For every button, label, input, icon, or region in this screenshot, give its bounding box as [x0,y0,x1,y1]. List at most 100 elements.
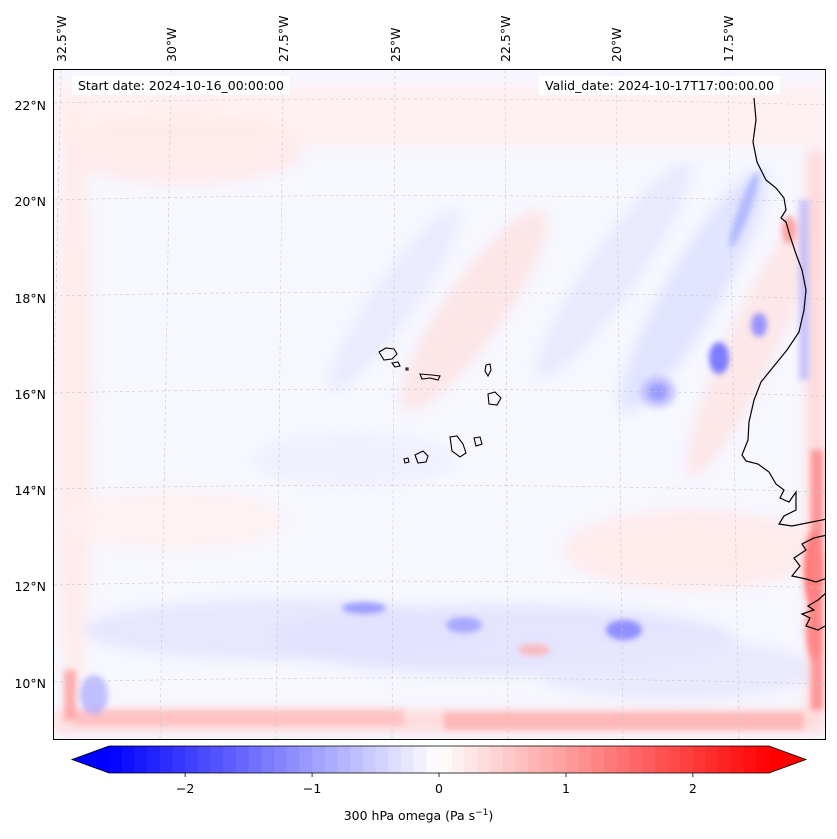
colorbar-cell [388,746,402,773]
colorbar-cell [350,746,364,773]
island-sao-vicente [391,361,401,368]
island-santo-antao [378,347,398,361]
valid-date-label: Valid_date: 2024-10-17T17:00:00.00 [539,76,781,95]
colorbar-cell [489,746,503,773]
colorbar-cell [172,746,186,773]
colorbar-tick-0: 0 [435,781,443,796]
colorbar-cell [730,746,745,773]
colorbar-cell [642,746,656,773]
island-santiago [449,435,467,458]
colorbar-cell [439,746,453,773]
colorbar-cell [299,746,313,773]
senegal-guinea-coast [790,534,825,583]
colorbar [70,745,808,777]
colorbar-cell [692,746,707,773]
colorbar-cell [426,746,440,773]
lon-label-27-5w: 27.5°W [276,15,291,62]
colorbar-cell [667,746,681,773]
colorbar-label: 300 hPa omega (Pa s−1) [0,808,837,823]
colorbar-cell [654,746,668,773]
island-brava [403,457,410,464]
colorbar-cells [72,746,806,773]
colorbar-cell [451,746,465,773]
colorbar-cell [705,746,719,773]
lat-label-12n: 12°N [14,579,46,594]
colorbar-cell [527,746,542,773]
colorbar-cell [604,746,618,773]
graticule [54,70,825,739]
colorbar-cell [210,746,224,773]
colorbar-cell [591,746,605,773]
colorbar-cell [502,746,516,773]
field-patches [54,85,825,732]
colorbar-cell [248,746,262,773]
island-santa-luzia [405,367,409,371]
colorbar-cell [629,746,643,773]
field-features [64,172,824,730]
colorbar-cell [718,746,732,773]
map-panel[interactable] [53,69,826,740]
lat-label-22n: 22°N [14,98,46,113]
lat-label-10n: 10°N [14,676,46,691]
colorbar-cell [616,746,630,773]
colorbar-cell [185,746,199,773]
colorbar-cell [235,746,250,773]
colorbar-tick-neg2: −2 [175,781,195,796]
parallel-10n [54,677,825,685]
omega-field-map [54,70,825,739]
colorbar-cell [680,746,694,773]
lon-label-17-5w: 17.5°W [721,15,736,62]
island-sal [484,363,492,378]
lat-label-18n: 18°N [14,291,46,306]
africa-coastline [741,97,825,527]
parallel-18n [54,291,825,300]
colorbar-cell [375,746,389,773]
parallel-16n [54,388,825,397]
island-maio [473,436,483,447]
colorbar-cell [147,746,161,773]
colorbar-cell [312,746,326,773]
colorbar-label-exponent: −1 [475,808,489,818]
colorbar-tick-2: 2 [688,781,697,796]
guinea-coast [800,592,825,631]
colorbar-cell [756,746,770,773]
colorbar-cell [413,746,427,773]
colorbar-label-text: 300 hPa omega (Pa s [343,808,476,824]
colorbar-cell [515,746,529,773]
lon-label-20w: 20°W [609,27,624,62]
colorbar-cell [553,746,567,773]
colorbar-tick-1: 1 [561,781,570,796]
lat-label-20n: 20°N [14,194,46,209]
parallel-20n [54,195,825,203]
island-sao-nicolau [419,373,441,381]
colorbar-cell [324,746,338,773]
start-date-label: Start date: 2024-10-16_00:00:00 [72,76,290,95]
colorbar-cell [400,746,415,773]
colorbar-outline [70,745,808,774]
colorbar-extend-max [769,746,806,773]
colorbar-cell [134,746,148,773]
colorbar-cell [274,746,288,773]
colorbar-cell [743,746,757,773]
colorbar-cell [159,746,173,773]
colorbar-tick-lines [184,773,694,777]
colorbar-cell [362,746,377,773]
colorbar-cell [121,746,135,773]
colorbar-cell [337,746,351,773]
parallel-12n [54,580,825,589]
lon-label-30w: 30°W [164,27,179,62]
parallel-22n [54,98,825,106]
lon-label-25w: 25°W [388,27,403,62]
colorbar-cell [540,746,554,773]
lon-label-32-5w: 32.5°W [54,15,69,62]
colorbar-extend-min [72,746,109,773]
lon-label-22-5w: 22.5°W [498,15,513,62]
island-boa-vista [487,391,502,406]
colorbar-cell [464,746,478,773]
cape-verde-islands [378,347,502,464]
colorbar-cell [261,746,275,773]
colorbar-cell [578,746,592,773]
colorbar-cell [223,746,237,773]
colorbar-cell [109,746,123,773]
colorbar-cell [565,746,580,773]
